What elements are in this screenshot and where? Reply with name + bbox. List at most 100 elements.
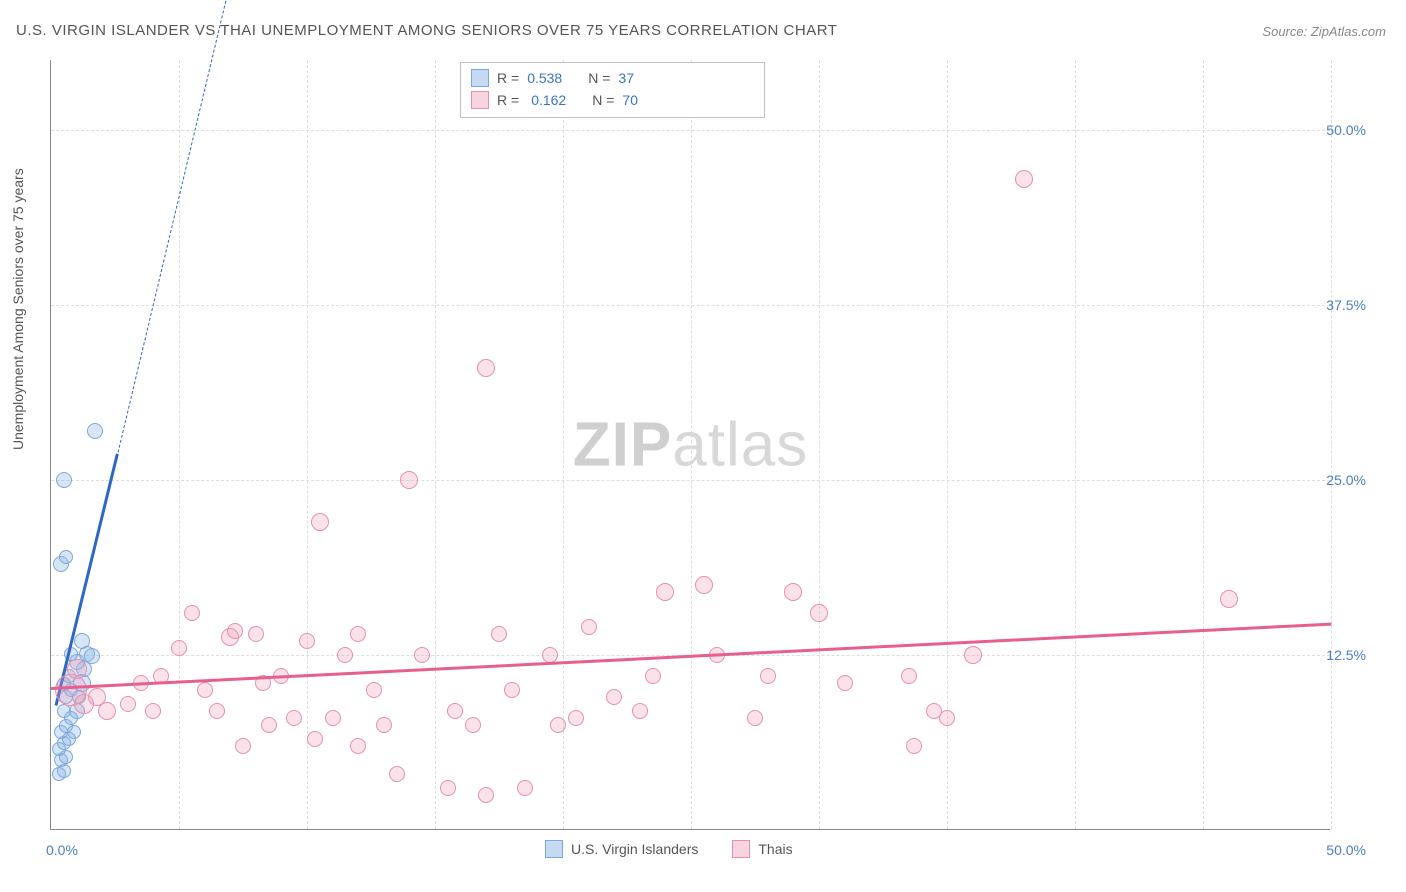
trend-line-dash-usvi bbox=[117, 0, 282, 453]
legend-item-thai: Thais bbox=[732, 840, 792, 858]
y-tick-label: 50.0% bbox=[1326, 122, 1366, 138]
data-point-usvi bbox=[87, 423, 103, 439]
gridline-v bbox=[435, 60, 436, 829]
r-label: R = bbox=[497, 92, 519, 108]
data-point-thai bbox=[447, 703, 463, 719]
data-point-thai bbox=[307, 731, 323, 747]
data-point-thai bbox=[184, 605, 200, 621]
data-point-thai bbox=[837, 675, 853, 691]
r-value-thai: 0.162 bbox=[531, 92, 566, 108]
data-point-thai bbox=[906, 738, 922, 754]
source-attribution: Source: ZipAtlas.com bbox=[1262, 24, 1386, 39]
data-point-thai bbox=[440, 780, 456, 796]
legend-stats-box: R = 0.538 N = 37 R = 0.162 N = 70 bbox=[460, 62, 765, 118]
x-axis-max-label: 50.0% bbox=[1326, 842, 1366, 858]
data-point-thai bbox=[350, 738, 366, 754]
scatter-plot-area: ZIPatlas bbox=[50, 60, 1330, 830]
legend-item-usvi: U.S. Virgin Islanders bbox=[545, 840, 698, 858]
data-point-thai bbox=[491, 626, 507, 642]
legend-series: U.S. Virgin Islanders Thais bbox=[545, 840, 793, 858]
data-point-thai bbox=[67, 659, 87, 679]
data-point-thai bbox=[389, 766, 405, 782]
r-value-usvi: 0.538 bbox=[527, 70, 562, 86]
gridline-v bbox=[1075, 60, 1076, 829]
data-point-thai bbox=[747, 710, 763, 726]
data-point-thai bbox=[414, 647, 430, 663]
data-point-thai bbox=[550, 717, 566, 733]
source-value: ZipAtlas.com bbox=[1311, 24, 1386, 39]
data-point-thai bbox=[465, 717, 481, 733]
data-point-thai bbox=[235, 738, 251, 754]
source-label: Source: bbox=[1262, 24, 1307, 39]
data-point-thai bbox=[478, 787, 494, 803]
data-point-thai bbox=[504, 682, 520, 698]
data-point-thai bbox=[656, 583, 674, 601]
n-value-thai: 70 bbox=[622, 92, 638, 108]
data-point-thai bbox=[606, 689, 622, 705]
swatch-thai-icon bbox=[471, 91, 489, 109]
data-point-thai bbox=[337, 647, 353, 663]
data-point-thai bbox=[248, 626, 264, 642]
data-point-thai bbox=[209, 703, 225, 719]
data-point-thai bbox=[964, 646, 982, 664]
legend-label-thai: Thais bbox=[758, 841, 792, 857]
data-point-thai bbox=[299, 633, 315, 649]
data-point-thai bbox=[286, 710, 302, 726]
n-value-usvi: 37 bbox=[618, 70, 634, 86]
data-point-usvi bbox=[74, 633, 90, 649]
data-point-thai bbox=[350, 626, 366, 642]
chart-title: U.S. VIRGIN ISLANDER VS THAI UNEMPLOYMEN… bbox=[16, 22, 837, 39]
data-point-usvi bbox=[59, 550, 73, 564]
swatch-thai-icon bbox=[732, 840, 750, 858]
swatch-usvi-icon bbox=[545, 840, 563, 858]
r-label: R = bbox=[497, 70, 519, 86]
gridline-v bbox=[563, 60, 564, 829]
data-point-thai bbox=[197, 682, 213, 698]
legend-stats-row-usvi: R = 0.538 N = 37 bbox=[471, 67, 754, 89]
data-point-thai bbox=[98, 702, 116, 720]
data-point-thai bbox=[120, 696, 136, 712]
data-point-thai bbox=[376, 717, 392, 733]
gridline-v bbox=[307, 60, 308, 829]
watermark-zip: ZIP bbox=[573, 410, 672, 479]
data-point-thai bbox=[695, 576, 713, 594]
data-point-thai bbox=[366, 682, 382, 698]
gridline-v bbox=[1331, 60, 1332, 829]
swatch-usvi-icon bbox=[471, 69, 489, 87]
data-point-thai bbox=[477, 359, 495, 377]
data-point-thai bbox=[810, 604, 828, 622]
gridline-v bbox=[1203, 60, 1204, 829]
data-point-thai bbox=[1220, 590, 1238, 608]
data-point-thai bbox=[901, 668, 917, 684]
data-point-thai bbox=[227, 623, 243, 639]
data-point-usvi bbox=[67, 725, 81, 739]
data-point-usvi bbox=[84, 648, 100, 664]
data-point-thai bbox=[784, 583, 802, 601]
y-tick-label: 25.0% bbox=[1326, 472, 1366, 488]
data-point-thai bbox=[568, 710, 584, 726]
data-point-thai bbox=[1015, 170, 1033, 188]
data-point-thai bbox=[632, 703, 648, 719]
y-tick-label: 12.5% bbox=[1326, 647, 1366, 663]
data-point-thai bbox=[400, 471, 418, 489]
data-point-thai bbox=[145, 703, 161, 719]
data-point-thai bbox=[939, 710, 955, 726]
data-point-thai bbox=[760, 668, 776, 684]
data-point-thai bbox=[171, 640, 187, 656]
y-tick-label: 37.5% bbox=[1326, 297, 1366, 313]
data-point-thai bbox=[261, 717, 277, 733]
gridline-v bbox=[691, 60, 692, 829]
y-axis-label: Unemployment Among Seniors over 75 years bbox=[10, 168, 26, 450]
data-point-thai bbox=[325, 710, 341, 726]
gridline-v bbox=[179, 60, 180, 829]
gridline-v bbox=[819, 60, 820, 829]
legend-label-usvi: U.S. Virgin Islanders bbox=[571, 841, 698, 857]
n-label: N = bbox=[588, 70, 610, 86]
data-point-usvi bbox=[56, 472, 72, 488]
legend-stats-row-thai: R = 0.162 N = 70 bbox=[471, 89, 754, 111]
data-point-thai bbox=[517, 780, 533, 796]
data-point-thai bbox=[581, 619, 597, 635]
data-point-thai bbox=[311, 513, 329, 531]
data-point-thai bbox=[645, 668, 661, 684]
n-label: N = bbox=[592, 92, 614, 108]
